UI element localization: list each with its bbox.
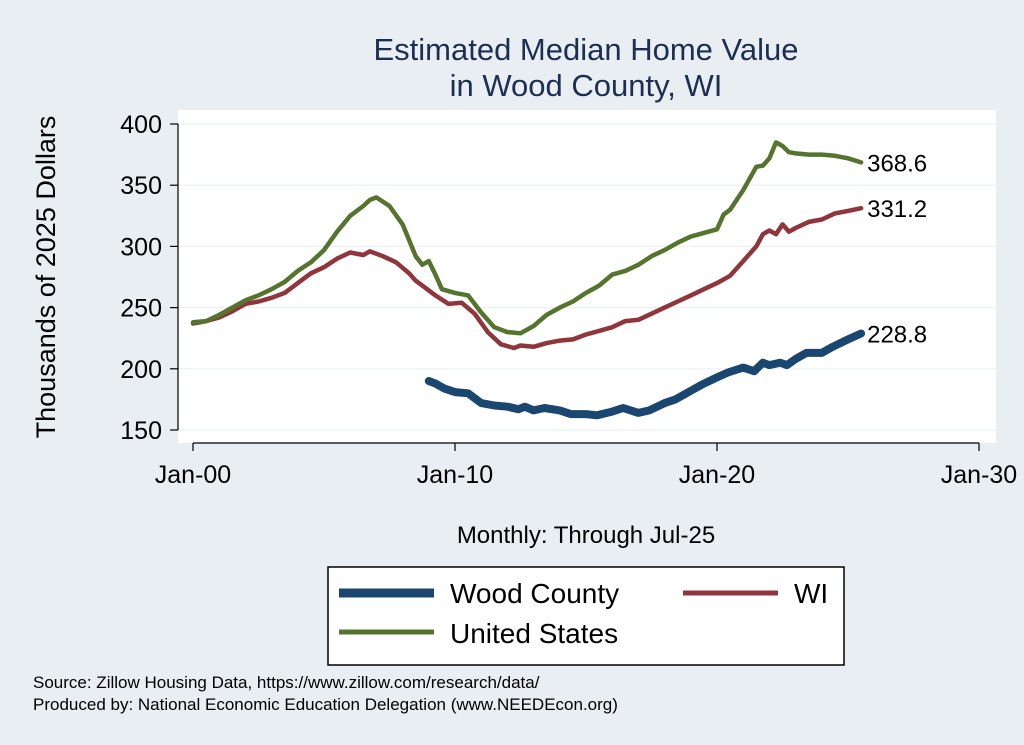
- grid: [178, 123, 996, 431]
- chart-title-line-2: in Wood County, WI: [450, 68, 723, 103]
- y-tick-label-300: 300: [120, 233, 162, 261]
- end-label-united-states: 368.6: [867, 150, 927, 177]
- legend-box: [327, 566, 845, 666]
- y-tick-label-350: 350: [120, 172, 162, 200]
- series-line-united-states: [190, 140, 864, 336]
- end-label-wood-county: 228.8: [867, 322, 927, 349]
- legend: Wood County WI United States: [327, 566, 845, 666]
- series-line-wood-county: [424, 329, 866, 420]
- end-label-wi: 331.2: [867, 196, 927, 223]
- y-axis-title: Thousands of 2025 Dollars: [31, 116, 61, 439]
- legend-label-united-states: United States: [450, 618, 618, 649]
- plot-area: [178, 110, 996, 443]
- source-line: Source: Zillow Housing Data, https://www…: [33, 673, 540, 692]
- producer-line: Produced by: National Economic Education…: [33, 695, 618, 714]
- y-tick-label-250: 250: [120, 295, 162, 323]
- x-tick-label-2030: Jan-30: [941, 461, 1017, 489]
- series-lines: [190, 140, 866, 420]
- x-axis: Jan-00 Jan-10 Jan-20 Jan-30: [155, 442, 1017, 489]
- y-tick-label-150: 150: [120, 417, 162, 445]
- y-axis: 150 200 250 300 350 400: [120, 111, 179, 445]
- x-tick-label-2000: Jan-00: [155, 461, 231, 489]
- chart-title-line-1: Estimated Median Home Value: [373, 32, 798, 67]
- series-line-wi: [190, 205, 864, 351]
- y-tick-label-400: 400: [120, 111, 162, 139]
- x-tick-label-2020: Jan-20: [679, 461, 755, 489]
- end-labels: 228.8 331.2 368.6: [867, 150, 927, 348]
- x-axis-title: Monthly: Through Jul-25: [457, 522, 715, 549]
- legend-label-wood-county: Wood County: [450, 578, 619, 609]
- y-tick-label-200: 200: [120, 356, 162, 384]
- legend-label-wi: WI: [794, 578, 828, 609]
- x-tick-label-2010: Jan-10: [417, 461, 493, 489]
